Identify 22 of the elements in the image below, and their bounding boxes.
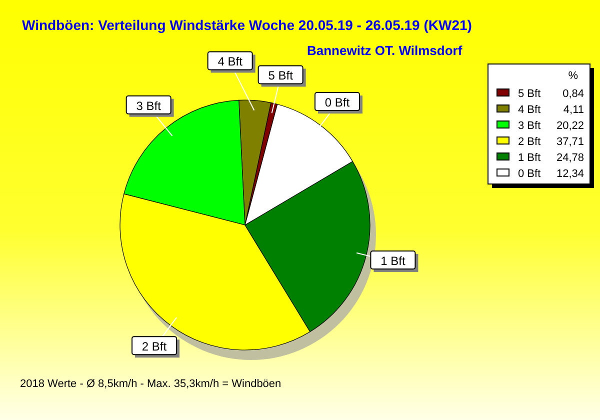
legend-label: 1 Bft bbox=[518, 152, 541, 164]
data-label: 12,34 bbox=[556, 168, 584, 180]
text: 2018 Werte - Ø 8,5km/h - Max. 35,3km/h = Windböen bbox=[20, 378, 282, 390]
legend-label: 5 Bft bbox=[518, 88, 541, 100]
legend-label: 0 Bft bbox=[518, 168, 541, 180]
legend-title: % bbox=[568, 70, 578, 82]
data-label: 0,84 bbox=[562, 88, 584, 100]
data-label: 37,71 bbox=[556, 136, 584, 148]
slice-label: 1 Bft bbox=[380, 254, 406, 268]
legend-label: 2 Bft bbox=[518, 136, 541, 148]
legend-label: 4 Bft bbox=[518, 104, 541, 116]
slice-label: 0 Bft bbox=[324, 96, 350, 110]
legend-label: 3 Bft bbox=[518, 120, 541, 132]
slice-label: 2 Bft bbox=[142, 340, 168, 354]
data-label: 24,78 bbox=[556, 152, 584, 164]
data-label: 20,22 bbox=[556, 120, 584, 132]
chart-title: Windböen: Verteilung Windstärke Woche 20.05.19 - 26.05.19 (KW21) bbox=[22, 17, 472, 33]
data-label: 4,11 bbox=[563, 104, 584, 116]
slice-label: 5 Bft bbox=[268, 68, 294, 83]
slice-label: 3 Bft bbox=[136, 98, 162, 113]
chart-subtitle: Bannewitz OT. Wilmsdorf bbox=[307, 43, 463, 58]
slice-label: 4 Bft bbox=[218, 54, 244, 69]
